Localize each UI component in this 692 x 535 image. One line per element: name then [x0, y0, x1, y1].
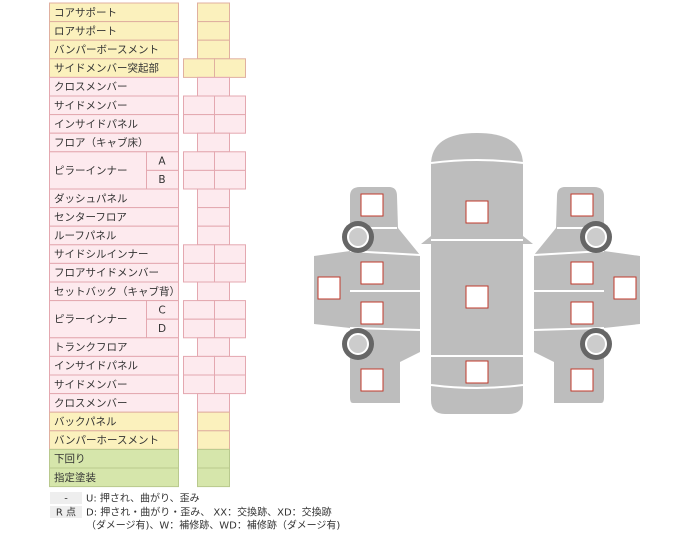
check-cell	[197, 430, 230, 450]
legend-key-box	[50, 492, 82, 504]
check-cell	[197, 2, 230, 23]
check-cell	[183, 300, 215, 320]
check-cell	[197, 411, 230, 432]
car-side-view	[314, 187, 421, 403]
check-cell	[197, 188, 230, 209]
row-label: サイドシルインナー	[54, 249, 149, 261]
row-label: 指定塗装	[54, 471, 96, 484]
legend-text: U: 押され、曲がり、歪み	[86, 492, 200, 505]
row-label: ピラーインナー	[54, 165, 128, 177]
sub-label: D	[158, 323, 166, 335]
check-cell	[183, 58, 215, 78]
check-cell	[183, 244, 215, 264]
check-cell	[214, 169, 246, 190]
parts-table: コアサポートロアサポートバンパーボースメントサイドメンバー突起部クロスメンバーサ…	[49, 2, 246, 488]
check-cell	[214, 300, 246, 320]
car-top-view	[421, 133, 533, 414]
car-diagram	[314, 133, 640, 414]
row-label: サイドメンバー突起部	[54, 62, 159, 75]
row-label: コアサポート	[54, 7, 117, 19]
check-cell	[197, 225, 230, 246]
row-label: バックパネル	[54, 416, 116, 428]
check-cell	[197, 281, 230, 302]
check-cell	[197, 467, 230, 488]
row-label: ピラーインナー	[54, 314, 128, 326]
row-label: インサイドパネル	[54, 360, 138, 372]
car-side-view	[533, 187, 640, 403]
row-label: 下回り	[54, 453, 86, 465]
check-cell	[183, 95, 215, 116]
check-cell	[183, 355, 215, 376]
row-label: サイドメンバー	[54, 379, 128, 391]
check-cell	[183, 262, 215, 283]
check-cell	[214, 374, 246, 395]
row-label: クロスメンバー	[54, 397, 128, 409]
row-label-cell	[49, 151, 147, 190]
legend-text: D: 押され・曲がり・歪み、 XX：交換跡、XD：交換跡	[86, 506, 332, 519]
check-cell	[197, 76, 230, 97]
legend: - U: 押され、曲がり、歪み R 点 D: 押され・曲がり・歪み、 XX：交換跡、X…	[50, 492, 340, 532]
legend-text: （ダメージ有)、W：補修跡、WD：補修跡（ダメージ有)	[86, 519, 340, 532]
check-cell	[197, 132, 230, 153]
check-cell	[183, 169, 215, 190]
check-cell	[214, 95, 246, 116]
check-cell	[214, 244, 246, 264]
row-label: トランクフロア	[54, 342, 128, 354]
row-label: ルーフパネル	[54, 230, 116, 242]
row-label: フロアサイドメンバー	[54, 267, 159, 279]
check-cell	[183, 151, 215, 171]
row-label-cell	[49, 467, 179, 488]
check-cell	[197, 393, 230, 413]
legend-key: R 点	[56, 507, 76, 519]
row-label: ロアサポート	[54, 25, 117, 37]
sub-label: A	[158, 156, 166, 168]
check-cell	[214, 114, 246, 134]
check-cell	[214, 318, 246, 339]
check-cell	[183, 318, 215, 339]
row-label: サイドメンバー	[54, 100, 128, 112]
sub-label: C	[158, 304, 165, 316]
check-cell	[214, 355, 246, 376]
row-label: センターフロア	[54, 211, 127, 223]
row-label: フロア（キャブ床）	[54, 136, 149, 149]
legend-key: -	[64, 494, 68, 505]
row-label: クロスメンバー	[54, 81, 128, 93]
check-cell	[197, 21, 230, 41]
check-cell	[214, 262, 246, 283]
check-cell	[214, 58, 246, 78]
sub-label: B	[158, 174, 165, 186]
row-label: ダッシュパネル	[54, 192, 128, 205]
legend-key-box	[50, 506, 82, 518]
row-label: インサイドパネル	[54, 118, 138, 130]
check-cell	[183, 114, 215, 134]
check-cell	[214, 151, 246, 171]
check-cell	[197, 207, 230, 227]
row-label: セットバック（キャブ背）	[54, 285, 180, 298]
check-cell	[197, 448, 230, 469]
row-label-cell	[49, 300, 147, 339]
check-cell	[183, 374, 215, 395]
row-label: バンパーボースメント	[54, 44, 159, 56]
check-cell	[197, 337, 230, 357]
row-label: バンパーホースメント	[54, 435, 159, 447]
check-cell	[197, 39, 230, 60]
